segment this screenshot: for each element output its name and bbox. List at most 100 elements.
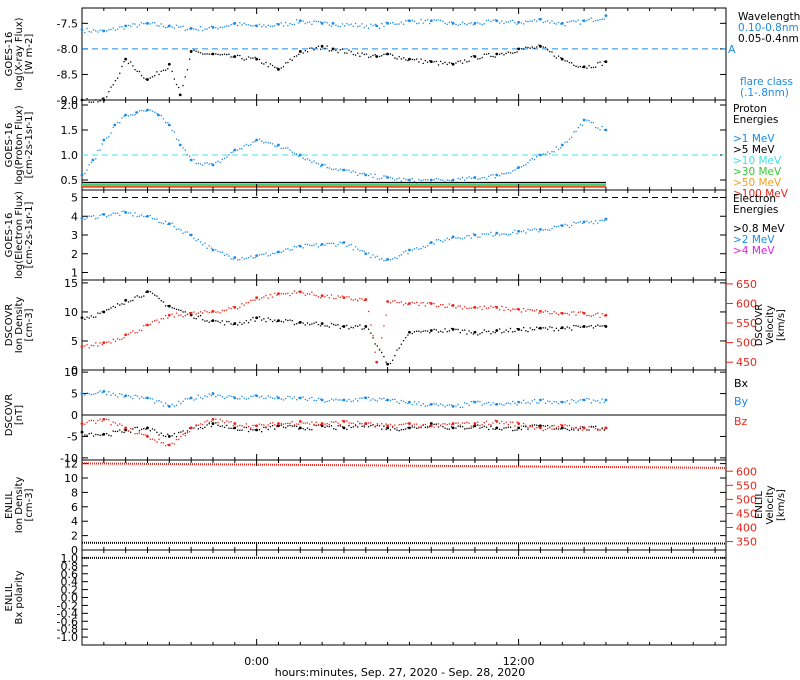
trace-dot	[461, 406, 464, 408]
trace-dot	[106, 309, 108, 311]
trace-dot	[210, 53, 213, 55]
trace-dot	[92, 393, 95, 395]
trace-dot	[267, 424, 269, 426]
trace-dot	[564, 424, 566, 426]
trace-dot	[287, 425, 289, 427]
trace-dot	[470, 56, 472, 58]
trace-dot	[348, 424, 350, 427]
trace-dot	[182, 232, 184, 234]
trace-dot	[381, 428, 383, 430]
trace-dot	[245, 143, 248, 146]
trace-dot	[261, 395, 263, 397]
trace-dot	[595, 425, 597, 427]
trace-dot	[413, 59, 416, 61]
trace-dot	[529, 159, 531, 161]
trace-dot	[232, 306, 234, 308]
trace-dot	[505, 21, 507, 23]
data-point	[80, 422, 84, 425]
trace-dot	[186, 432, 189, 434]
trace-dot	[210, 25, 213, 27]
data-point	[255, 254, 259, 258]
legend-note: flare class	[740, 76, 793, 88]
data-point	[331, 21, 335, 25]
trace-dot	[437, 404, 440, 407]
trace-dot	[374, 23, 376, 26]
trace-dot	[317, 45, 320, 47]
trace-dot	[588, 65, 590, 67]
trace-dot	[158, 321, 160, 323]
trace-dot	[127, 24, 130, 27]
series-0.05-0.4nm	[80, 44, 608, 103]
trace-dot	[599, 61, 601, 63]
data-point	[473, 424, 477, 428]
data-point	[233, 21, 237, 25]
trace-dot	[378, 424, 381, 427]
trace-dot	[446, 306, 448, 308]
trace-dot	[577, 429, 579, 431]
trace-dot	[549, 326, 551, 328]
y-axis-label: log(X-ray Flux)	[14, 17, 25, 90]
trace-dot	[143, 110, 145, 112]
trace-dot	[197, 428, 200, 430]
trace-dot	[477, 421, 479, 423]
trace-dot	[274, 397, 276, 400]
trace-dot	[219, 26, 221, 28]
data-point	[473, 55, 477, 58]
trace-dot	[241, 24, 243, 26]
trace-dot	[90, 315, 93, 317]
trace-dot	[405, 178, 407, 180]
trace-dot	[372, 25, 374, 27]
trace-dot	[271, 64, 274, 67]
trace-dot	[601, 313, 603, 315]
trace-dot	[437, 178, 440, 180]
trace-dot	[577, 400, 579, 402]
trace-dot	[433, 423, 435, 426]
trace-dot	[372, 54, 374, 57]
trace-dot	[376, 400, 379, 402]
trace-dot	[95, 158, 97, 160]
trace-dot	[319, 21, 322, 23]
trace-dot	[315, 162, 317, 164]
trace-dot	[542, 327, 544, 329]
trace-dot	[357, 174, 359, 177]
trace-dot	[101, 420, 103, 422]
trace-dot	[590, 66, 592, 69]
trace-dot	[324, 423, 326, 425]
trace-dot	[228, 421, 230, 423]
trace-dot	[498, 403, 501, 405]
trace-dot	[420, 404, 422, 407]
trace-dot	[354, 246, 357, 248]
trace-dot	[285, 62, 287, 64]
trace-dot	[84, 31, 86, 34]
trace-dot	[571, 136, 573, 138]
trace-dot	[444, 22, 446, 24]
trace-dot	[293, 55, 296, 58]
trace-dot	[485, 426, 488, 428]
data-point	[429, 241, 433, 244]
trace-dot	[525, 232, 527, 234]
trace-dot	[348, 244, 350, 246]
trace-dot	[411, 249, 413, 251]
trace-dot	[374, 399, 376, 401]
trace-dot	[180, 431, 182, 433]
trace-dot	[367, 56, 370, 59]
trace-dot	[236, 429, 239, 431]
data-point	[167, 443, 171, 447]
trace-dot	[333, 323, 335, 326]
trace-dot	[555, 146, 558, 148]
trace-dot	[590, 121, 592, 124]
trace-dot	[241, 303, 243, 305]
trace-dot	[566, 400, 568, 402]
trace-dot	[293, 425, 296, 427]
trace-dot	[354, 398, 357, 400]
trace-dot	[178, 139, 180, 141]
y-tick-label: -8.5	[57, 68, 78, 81]
trace-dot	[498, 53, 501, 55]
data-point	[560, 21, 564, 25]
trace-dot	[546, 424, 549, 427]
data-point	[364, 325, 368, 328]
trace-dot	[339, 425, 341, 427]
y-tick-label: 5	[71, 192, 78, 205]
trace-dot	[352, 170, 354, 172]
trace-dot	[357, 52, 359, 54]
